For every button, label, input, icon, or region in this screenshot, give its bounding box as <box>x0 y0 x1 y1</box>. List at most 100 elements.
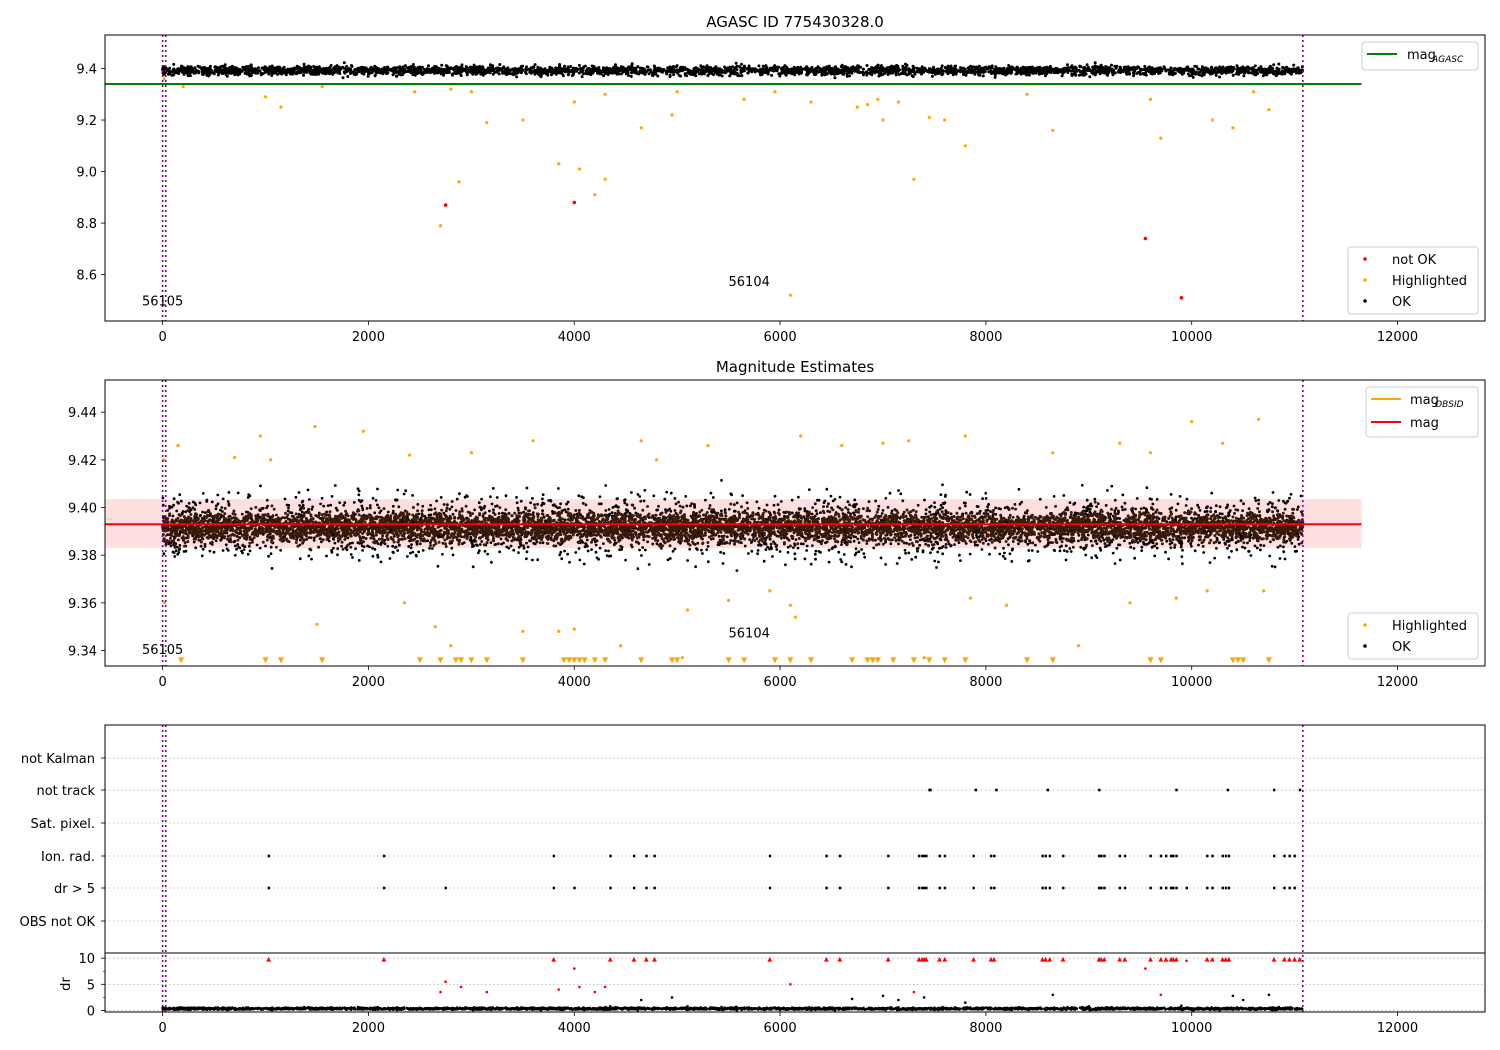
ok-point <box>1151 502 1155 506</box>
ok-point <box>823 66 827 70</box>
ok-point <box>1078 65 1082 69</box>
ok-point <box>1126 65 1130 69</box>
ok-point <box>740 74 744 78</box>
ok-point <box>323 72 327 76</box>
ok-point <box>172 67 176 71</box>
ok-point <box>220 537 223 541</box>
ok-point <box>907 72 910 76</box>
ok-point <box>386 68 390 72</box>
ok-point <box>945 69 949 73</box>
ok-point <box>1271 491 1275 494</box>
ok-point <box>986 67 990 71</box>
ok-point <box>1286 499 1290 503</box>
ok-point <box>1020 71 1024 75</box>
ok-point <box>521 64 525 68</box>
ok-point <box>766 69 769 73</box>
ok-point <box>409 67 413 71</box>
ok-point <box>186 65 190 69</box>
ok-point <box>349 553 353 556</box>
ok-point <box>722 70 726 73</box>
ok-point <box>343 501 347 504</box>
ok-point <box>1082 73 1085 77</box>
ok-point <box>727 507 731 511</box>
ok-point <box>1197 506 1201 509</box>
ok-point <box>309 65 313 69</box>
ok-point <box>965 490 969 494</box>
ok-point <box>1272 72 1276 76</box>
ok-point <box>1169 493 1173 496</box>
ok-point <box>418 66 422 70</box>
ok-point <box>796 546 800 550</box>
ok-point <box>283 497 287 501</box>
ok-point <box>605 67 609 71</box>
ok-point <box>927 67 931 71</box>
ok-point <box>1021 65 1025 69</box>
ok-point <box>533 503 536 506</box>
ok-point <box>962 501 966 505</box>
ok-point <box>720 509 723 513</box>
highlighted-point <box>457 180 461 184</box>
ok-point <box>216 493 220 497</box>
ok-point <box>735 68 739 72</box>
ok-point <box>479 72 483 76</box>
ok-point <box>1196 503 1199 507</box>
ok-point <box>1106 489 1109 492</box>
ok-point <box>1284 66 1288 69</box>
ok-point <box>363 67 367 70</box>
ok-point <box>844 506 848 509</box>
x-tick-label: 8000 <box>969 330 1002 345</box>
ok-point <box>981 74 985 78</box>
ok-point <box>451 512 455 516</box>
ok-point <box>625 67 629 71</box>
highlighted-point <box>1051 128 1055 132</box>
ok-point <box>821 71 825 75</box>
ok-point <box>1214 510 1217 513</box>
ok-point <box>805 73 808 77</box>
ok-point <box>937 560 940 564</box>
ok-point <box>837 550 841 554</box>
ok-point <box>360 71 364 75</box>
x-tick-label: 6000 <box>764 330 797 345</box>
ok-point <box>539 75 543 79</box>
ok-point <box>1288 496 1291 500</box>
ok-point <box>1138 70 1142 74</box>
ok-point <box>1275 66 1279 70</box>
ok-point <box>1210 491 1214 495</box>
ok-point <box>735 72 739 76</box>
ok-point <box>525 65 528 69</box>
ok-point <box>371 546 374 550</box>
highlighted-point <box>1231 126 1235 130</box>
ok-point <box>827 502 830 506</box>
ok-point <box>870 73 874 77</box>
ok-point <box>633 506 636 510</box>
ok-point <box>643 548 647 552</box>
ok-point <box>988 538 991 542</box>
ok-point <box>531 511 535 514</box>
ok-point <box>1230 70 1234 74</box>
ok-point <box>642 67 646 71</box>
ok-point <box>391 73 395 77</box>
legend-label-sub: AGASC <box>1431 55 1464 65</box>
ok-point <box>1099 69 1103 73</box>
highlighted-point <box>773 90 777 94</box>
ok-point <box>435 68 439 72</box>
ok-point <box>672 67 676 71</box>
ok-point <box>167 68 171 72</box>
ok-point <box>652 494 656 498</box>
ok-point <box>1010 560 1014 563</box>
ok-point <box>988 70 992 74</box>
ok-point <box>509 544 513 548</box>
ok-point <box>827 64 831 68</box>
ok-point <box>989 65 993 69</box>
ok-point <box>901 64 905 68</box>
ok-point <box>1069 550 1073 553</box>
ok-point <box>699 64 703 68</box>
ok-point <box>312 65 316 68</box>
highlighted-point <box>162 77 166 81</box>
ok-point <box>489 495 492 499</box>
ok-point <box>708 504 712 507</box>
ok-point <box>409 71 413 75</box>
ok-point <box>784 73 788 77</box>
ok-point <box>603 67 607 71</box>
ok-point <box>1231 73 1235 77</box>
